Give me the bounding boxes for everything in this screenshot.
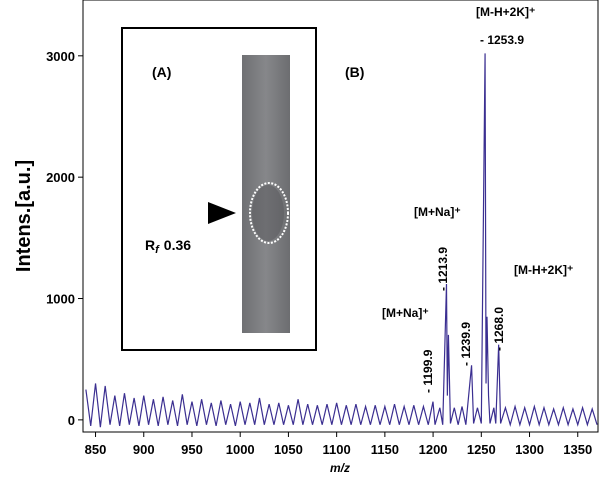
x-tick-label: 1000: [226, 442, 255, 457]
spot-outline: [249, 182, 289, 244]
rf-symbol: R: [145, 237, 155, 253]
spot: [252, 185, 284, 241]
plot-frame: [82, 0, 599, 433]
peak-annotation: [M-H+2K]⁺: [476, 5, 535, 19]
inset: Rf 0.36: [121, 27, 317, 351]
rf-label: Rf 0.36: [145, 237, 191, 256]
x-tick-label: 1200: [419, 442, 448, 457]
x-axis-label: m/z: [330, 461, 350, 475]
spectrum-line: [85, 53, 598, 428]
x-tick-label: 1350: [563, 442, 592, 457]
peak-annotation: - 1268.0: [492, 307, 506, 351]
peak-annotation: - 1213.9: [436, 247, 450, 291]
y-tick-label: 1000: [46, 292, 75, 307]
x-tick-label: 1300: [515, 442, 544, 457]
x-tick-label: 850: [85, 442, 107, 457]
arrow: [208, 202, 236, 224]
peak-annotation: - 1253.9: [480, 33, 524, 47]
y-axis-label: Intens.[a.u.]: [13, 160, 35, 272]
peak-annotation: - 1239.9: [459, 322, 473, 366]
x-tick-label: 950: [181, 442, 203, 457]
x-tick-label: 900: [133, 442, 155, 457]
rf-value: 0.36: [164, 237, 191, 253]
x-tick-label: 1150: [371, 442, 399, 457]
x-tick-label: 1050: [274, 442, 303, 457]
panel-label: (A): [152, 64, 171, 80]
peak-annotation: [M-H+2K]⁺: [514, 263, 573, 277]
y-tick-label: 3000: [46, 49, 75, 64]
x-tick-label: 1250: [467, 442, 496, 457]
peak-annotation: [M+Na]⁺: [382, 306, 429, 320]
rf-subscript: f: [155, 244, 160, 256]
peak-annotation: [M+Na]⁺: [414, 205, 461, 219]
y-tick-label: 0: [68, 413, 75, 428]
peak-annotation: - 1199.9: [421, 349, 435, 393]
x-tick-label: 1100: [323, 442, 351, 457]
panel-label: (B): [345, 64, 364, 80]
y-tick-label: 2000: [46, 170, 75, 185]
